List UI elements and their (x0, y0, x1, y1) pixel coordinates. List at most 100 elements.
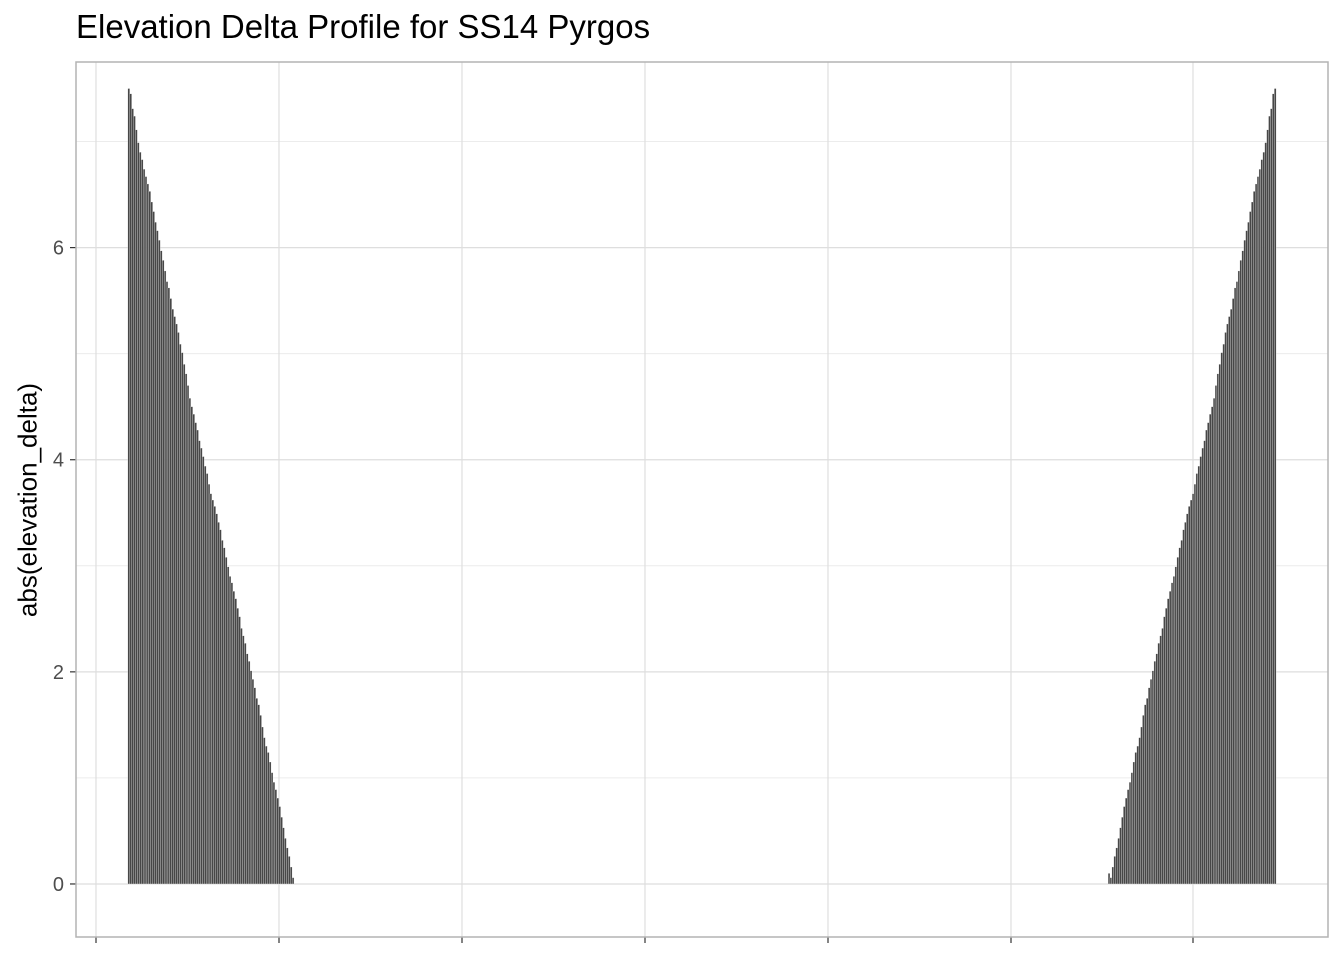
y-tick-label: 0 (53, 874, 64, 896)
bar (1115, 847, 1118, 885)
y-tick-label: 4 (53, 450, 64, 472)
bar (1155, 653, 1158, 885)
bar (127, 88, 130, 885)
bar (1188, 506, 1191, 885)
bar (164, 270, 167, 885)
bar (1203, 440, 1206, 885)
bar (276, 797, 279, 885)
bar (1234, 287, 1237, 885)
bar (244, 643, 247, 885)
bar (1262, 152, 1265, 885)
bar (186, 385, 190, 885)
bar (1216, 373, 1219, 885)
bar (1226, 323, 1229, 885)
bar (278, 806, 281, 885)
bar (173, 316, 176, 885)
bar (198, 440, 201, 885)
bar (142, 168, 146, 885)
bar (1220, 352, 1223, 885)
bar (265, 745, 268, 885)
bar (1211, 406, 1214, 885)
bar (160, 250, 163, 885)
bar (234, 598, 237, 885)
bar (282, 827, 285, 885)
bar (135, 129, 138, 885)
bar (213, 506, 216, 885)
bar (133, 115, 136, 885)
bar (1148, 687, 1151, 885)
bar (1247, 222, 1250, 885)
bar (177, 332, 180, 885)
bar (1117, 838, 1120, 885)
bar (1121, 817, 1124, 885)
bar (1270, 108, 1273, 885)
bar (1174, 566, 1177, 885)
bar (200, 447, 203, 885)
bar (1182, 529, 1185, 885)
bar (1193, 483, 1197, 885)
bar (1178, 547, 1181, 885)
bar (1232, 298, 1235, 885)
bar (158, 240, 161, 885)
bar (272, 782, 276, 885)
bar (1142, 715, 1145, 885)
bar (219, 529, 222, 885)
bar (1167, 598, 1170, 885)
bar (1180, 540, 1183, 885)
bar (181, 352, 184, 885)
bar (238, 616, 241, 885)
bar (196, 429, 199, 885)
bar (1230, 308, 1233, 885)
bar (1186, 513, 1189, 885)
bar (1256, 176, 1260, 885)
bar (270, 772, 274, 885)
bar (1199, 456, 1202, 885)
bar (1125, 797, 1128, 885)
bar (169, 298, 172, 885)
bar (1253, 191, 1256, 885)
bar (1119, 827, 1122, 885)
bar (156, 230, 159, 885)
bar (183, 364, 186, 885)
bar (141, 159, 144, 885)
bar (223, 547, 226, 885)
bar (162, 260, 165, 885)
bar (242, 635, 245, 885)
bar (263, 737, 266, 885)
bar (1190, 499, 1193, 885)
bar (284, 838, 287, 885)
y-tick-label: 6 (53, 238, 64, 260)
bar (131, 108, 134, 885)
bar (261, 726, 264, 885)
bar (1184, 522, 1187, 885)
bars-group (127, 88, 1277, 885)
bar (269, 761, 272, 885)
bar (1151, 670, 1155, 885)
bar (1268, 115, 1271, 885)
bar (1165, 608, 1168, 885)
bar (1153, 661, 1156, 885)
bar (1258, 168, 1262, 885)
bar (1201, 447, 1204, 885)
bar (253, 687, 256, 885)
bar (1197, 465, 1200, 885)
bar (1213, 398, 1216, 885)
bar (207, 483, 211, 885)
bar (1176, 557, 1179, 885)
bar (230, 582, 234, 885)
bar (1251, 201, 1254, 885)
bar (1159, 635, 1162, 885)
bar (267, 752, 270, 885)
bar (215, 513, 218, 885)
bar (1255, 183, 1258, 885)
bar (1130, 772, 1134, 885)
bar (1224, 332, 1227, 885)
bar (1107, 873, 1111, 885)
bar (190, 406, 193, 885)
bar (1214, 385, 1218, 885)
bar (274, 789, 277, 885)
bar (1138, 737, 1141, 885)
bar (217, 522, 220, 885)
bar (1243, 240, 1246, 885)
chart-title: Elevation Delta Profile for SS14 Pyrgos (76, 8, 651, 45)
